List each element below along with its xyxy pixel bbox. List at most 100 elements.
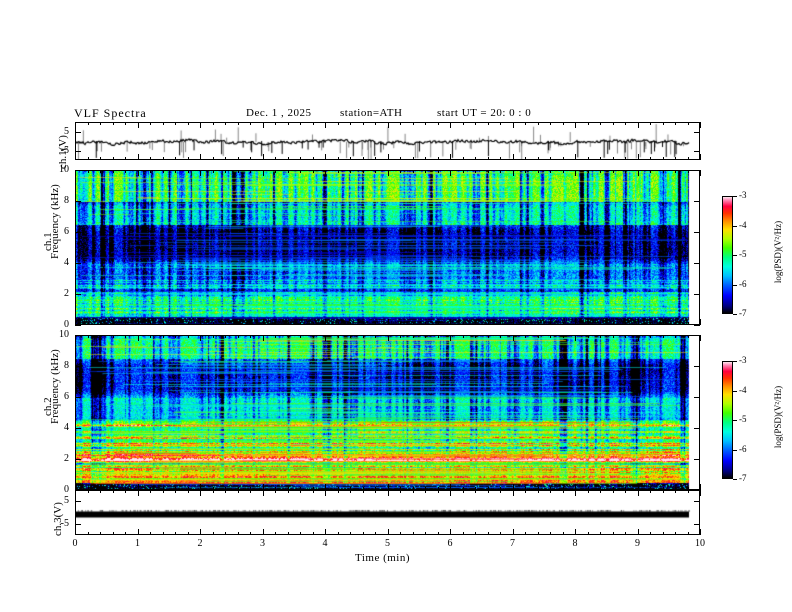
x-tick-ch3v	[500, 532, 501, 535]
x-tick-ch3v	[587, 532, 589, 535]
x-tick-top-ch2sp	[562, 335, 564, 338]
y-tick-ch1v-5	[75, 131, 81, 133]
y-tick-ch1sp-6	[75, 232, 81, 233]
x-tick-ch2sp	[500, 487, 501, 490]
x-tick-top-ch3v	[337, 490, 339, 493]
x-tick-ch1v	[637, 154, 639, 160]
y-tick-right-ch2sp-6	[694, 397, 700, 398]
x-tick-ch3v	[287, 532, 289, 535]
x-tick-top-ch1sp	[437, 170, 439, 173]
x-tick-top-ch2sp	[287, 335, 289, 338]
x-tick-ch1v	[187, 157, 189, 160]
x-tick-ch2sp	[350, 487, 351, 490]
header-date: Dec. 1 , 2025	[246, 107, 312, 119]
x-tick-ch2sp	[437, 487, 439, 490]
x-tick-top-ch1v	[400, 122, 401, 125]
x-tick-top-ch2sp	[250, 335, 251, 338]
x-tick-ch2sp	[75, 484, 76, 490]
y-tick-right-ch3v--5	[694, 523, 700, 525]
x-tick-top-ch1sp	[425, 170, 426, 173]
x-tick-top-ch3v	[262, 490, 264, 496]
x-tick-top-ch1v	[575, 122, 576, 128]
x-tick-top-ch1sp	[612, 170, 614, 173]
x-tick-top-ch2sp	[550, 335, 551, 338]
colorbar-tick-label-ch1--4: -4	[739, 219, 747, 230]
x-tick-top-ch1v	[287, 122, 289, 125]
x-tick-ch1sp	[225, 322, 226, 325]
y-tick-label-ch1v-5: 5	[64, 125, 69, 137]
x-tick-label-5: 5	[385, 538, 390, 549]
x-tick-top-ch2sp	[437, 335, 439, 338]
x-tick-top-ch1v	[125, 122, 126, 125]
x-tick-label-7: 7	[510, 538, 515, 549]
x-tick-ch2sp	[375, 487, 376, 490]
x-tick-ch1v	[400, 157, 401, 160]
x-tick-ch1v	[562, 157, 564, 160]
x-tick-ch1v	[75, 154, 76, 160]
x-tick-label-9: 9	[635, 538, 640, 549]
x-tick-top-ch1sp	[100, 170, 101, 173]
x-tick-top-ch3v	[625, 490, 626, 493]
y-tick-ch1sp-10	[75, 170, 81, 171]
x-tick-top-ch1v	[675, 122, 676, 125]
x-tick-top-ch1sp	[187, 170, 189, 173]
x-tick-top-ch2sp	[75, 335, 76, 341]
x-tick-top-ch2sp	[675, 335, 676, 338]
x-tick-ch1v	[87, 157, 89, 160]
x-tick-ch3v	[700, 529, 701, 535]
x-tick-ch1v	[525, 157, 526, 160]
x-tick-top-ch2sp	[125, 335, 126, 338]
x-tick-top-ch3v	[225, 490, 226, 493]
x-tick-ch1v	[512, 154, 514, 160]
x-tick-top-ch1sp	[550, 170, 551, 173]
colorbar-tick-label-ch2--4: -4	[739, 384, 747, 395]
x-tick-ch3v	[87, 532, 89, 535]
x-tick-ch3v	[125, 532, 126, 535]
x-tick-label-6: 6	[447, 538, 453, 549]
x-tick-ch3v	[475, 532, 476, 535]
x-tick-ch2sp	[212, 487, 214, 490]
y-tick-label-ch2sp-10: 10	[59, 329, 69, 340]
x-tick-top-ch3v	[212, 490, 214, 493]
x-tick-top-ch3v	[412, 490, 414, 493]
x-tick-top-ch1v	[462, 122, 464, 125]
x-tick-ch3v	[262, 529, 264, 535]
x-tick-top-ch3v	[375, 490, 376, 493]
x-tick-top-ch1sp	[487, 170, 489, 173]
x-tick-top-ch2sp	[175, 335, 176, 338]
y-tick-ch3v--5	[75, 523, 81, 525]
x-tick-ch3v	[75, 529, 76, 535]
x-tick-top-ch1sp	[200, 170, 201, 176]
x-tick-top-ch3v	[437, 490, 439, 493]
x-tick-top-ch1v	[87, 122, 89, 125]
y-tick-label-ch2sp-2: 2	[64, 453, 69, 464]
y-tick-label-ch1sp-6: 6	[64, 226, 69, 237]
x-tick-top-ch3v	[650, 490, 651, 493]
x-tick-top-ch2sp	[537, 335, 539, 338]
x-tick-ch3v	[312, 532, 314, 535]
x-tick-top-ch2sp	[162, 335, 164, 338]
x-tick-ch2sp	[337, 487, 339, 490]
x-tick-ch2sp	[562, 487, 564, 490]
x-tick-ch3v	[450, 529, 451, 535]
y-tick-ch2sp-4	[75, 428, 81, 429]
x-tick-ch3v	[487, 532, 489, 535]
x-tick-ch3v	[362, 532, 364, 535]
x-tick-top-ch3v	[587, 490, 589, 493]
x-tick-ch1v	[625, 157, 626, 160]
x-tick-ch1v	[412, 157, 414, 160]
x-tick-ch1sp	[525, 322, 526, 325]
x-tick-top-ch2sp	[137, 335, 139, 341]
y-tick-right-ch1sp-0	[694, 325, 700, 326]
x-tick-ch2sp	[512, 484, 514, 490]
x-tick-ch3v	[212, 532, 214, 535]
x-tick-ch2sp	[362, 487, 364, 490]
x-tick-top-ch2sp	[625, 335, 626, 338]
x-tick-top-ch1sp	[175, 170, 176, 173]
y-tick-ch1sp-8	[75, 201, 81, 202]
x-tick-ch1v	[675, 157, 676, 160]
x-tick-ch1v	[462, 157, 464, 160]
x-tick-ch1sp	[462, 322, 464, 325]
x-tick-top-ch3v	[512, 490, 514, 496]
